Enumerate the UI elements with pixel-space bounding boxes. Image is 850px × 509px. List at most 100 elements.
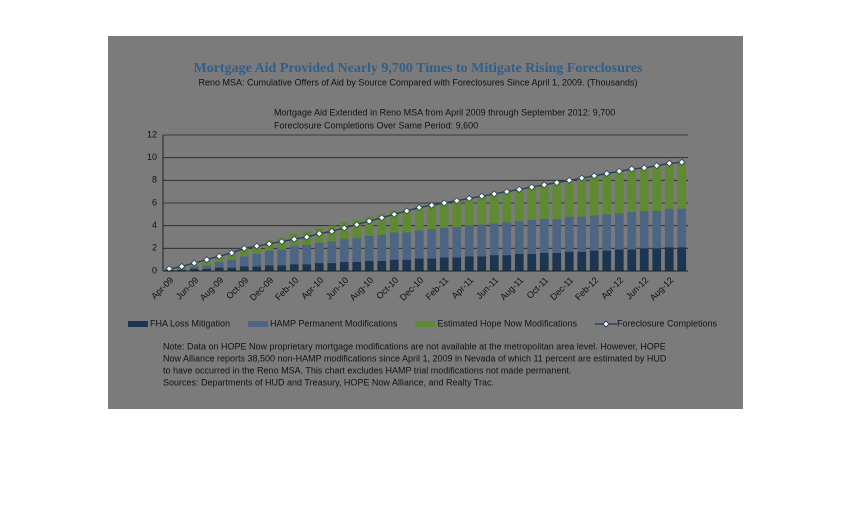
marker	[440, 199, 448, 207]
bar	[589, 250, 599, 271]
bar	[377, 214, 387, 235]
bar	[552, 182, 562, 219]
marker	[503, 188, 511, 196]
marker	[640, 164, 648, 172]
bar	[239, 266, 249, 271]
bar	[189, 268, 199, 271]
bar	[439, 257, 449, 271]
marker	[478, 192, 486, 200]
bar	[614, 171, 624, 214]
bar	[277, 265, 287, 271]
bar	[614, 213, 624, 250]
bar	[652, 248, 662, 271]
bar	[339, 261, 349, 271]
marker	[378, 214, 386, 222]
marker	[603, 169, 611, 178]
bar	[227, 267, 237, 271]
marker	[278, 237, 286, 246]
marker	[265, 240, 273, 248]
marker	[590, 172, 598, 180]
marker	[290, 235, 298, 243]
bar	[327, 241, 337, 264]
marker	[678, 158, 686, 166]
marker	[403, 207, 411, 215]
bar	[539, 183, 549, 219]
bar	[639, 210, 649, 249]
legend-swatch	[248, 321, 269, 327]
bar	[452, 199, 462, 227]
chart-title: Mortgage Aid Provided Nearly 9,700 Times…	[194, 61, 644, 76]
bar	[402, 232, 412, 260]
marker	[353, 220, 361, 229]
bar	[639, 248, 649, 271]
note: Sources: Departments of HUD and Treasury…	[163, 377, 494, 387]
bar	[352, 238, 362, 262]
bar	[489, 192, 499, 224]
bar	[302, 244, 312, 265]
bar	[627, 249, 637, 271]
bar	[527, 220, 537, 254]
bar	[539, 218, 549, 253]
bar	[427, 204, 437, 230]
bar	[664, 162, 674, 209]
bar	[352, 261, 362, 271]
bar	[514, 221, 524, 254]
bar	[277, 249, 287, 266]
bar	[414, 206, 424, 231]
marker	[465, 194, 473, 203]
bar	[364, 235, 374, 261]
bar	[427, 258, 437, 271]
bar	[402, 259, 412, 271]
y-tick-label: 6	[152, 197, 157, 207]
bar	[464, 225, 474, 257]
bar	[639, 166, 649, 211]
marker	[490, 190, 498, 198]
legend-swatch	[415, 321, 436, 327]
marker	[328, 227, 336, 235]
bar	[502, 255, 512, 271]
bar	[452, 226, 462, 258]
bar	[464, 256, 474, 271]
bar	[239, 256, 249, 267]
bar	[289, 264, 299, 271]
marker	[528, 183, 536, 191]
legend-label: Estimated Hope Now Modifications	[437, 318, 577, 328]
bar	[214, 267, 224, 271]
marker	[240, 244, 248, 252]
bar	[252, 254, 262, 267]
marker	[415, 203, 423, 212]
bar	[389, 210, 399, 233]
bar	[677, 247, 687, 271]
bar	[514, 254, 524, 271]
bar	[552, 218, 562, 253]
chart-subtitle: Reno MSA: Cumulative Offers of Aid by So…	[198, 77, 637, 87]
bar	[664, 208, 674, 248]
bar	[577, 216, 587, 252]
bar	[627, 169, 637, 213]
marker	[540, 181, 548, 189]
bar	[202, 268, 212, 271]
marker	[553, 179, 561, 187]
bar	[564, 251, 574, 271]
marker	[515, 185, 523, 193]
bar	[564, 179, 574, 217]
legend-swatch	[602, 320, 610, 328]
bar	[652, 210, 662, 249]
bar	[489, 255, 499, 271]
bar	[514, 188, 524, 222]
marker	[228, 249, 236, 257]
annotation: Mortgage Aid Extended in Reno MSA from A…	[274, 107, 615, 117]
bar	[614, 249, 624, 271]
legend-swatch	[128, 321, 148, 327]
marker	[253, 242, 261, 250]
bar	[589, 175, 599, 216]
marker	[578, 174, 586, 182]
marker	[165, 265, 173, 273]
marker	[303, 233, 311, 241]
y-tick-label: 2	[152, 243, 157, 253]
bar	[452, 257, 462, 271]
bar	[664, 247, 674, 271]
bar	[477, 195, 487, 225]
bar	[602, 250, 612, 271]
